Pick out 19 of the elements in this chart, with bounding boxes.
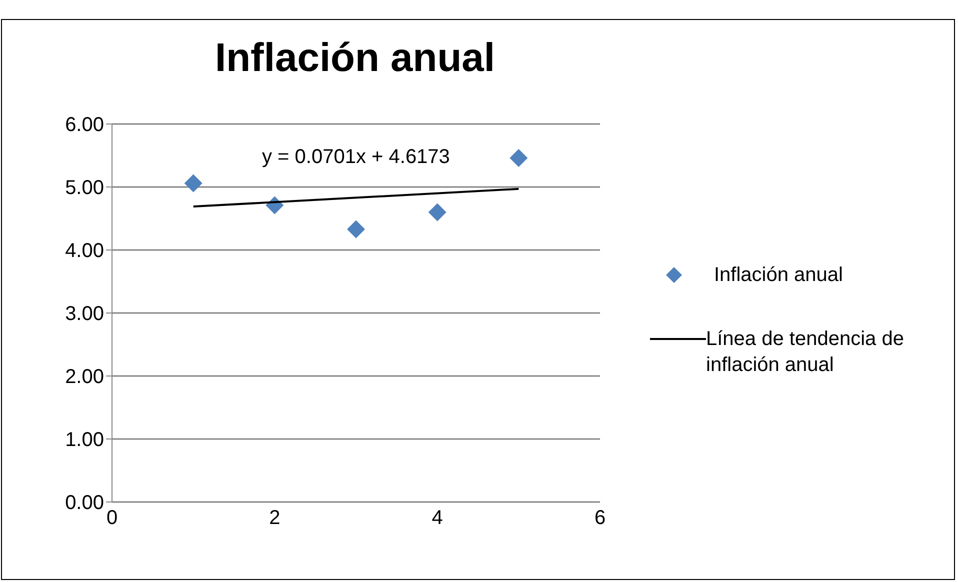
y-tick-label: 4.00 (65, 240, 104, 262)
legend-label: Línea de tendencia de inflación anual (706, 327, 905, 378)
y-tick-label: 1.00 (65, 429, 104, 452)
x-tick-label: 2 (269, 507, 280, 530)
y-tick-label: 5.00 (65, 177, 104, 200)
x-tick-label: 6 (594, 507, 606, 530)
point (428, 203, 446, 222)
point (347, 220, 365, 238)
point (184, 174, 202, 192)
chart-title: Inflación anual (214, 36, 496, 81)
y-tick-label: 3.00 (65, 303, 104, 326)
annotation: y = 0.0701x + 4.6173 (262, 146, 450, 169)
x-tick-label: 4 (432, 507, 443, 530)
x-tick-label: 0 (106, 507, 118, 530)
y-tick-label: 0.00 (65, 492, 104, 514)
legend-label: Inflación anual (714, 263, 843, 288)
y-tick-label: 6.00 (65, 114, 104, 136)
y-tick-label: 2.00 (65, 366, 104, 388)
point (510, 149, 528, 168)
